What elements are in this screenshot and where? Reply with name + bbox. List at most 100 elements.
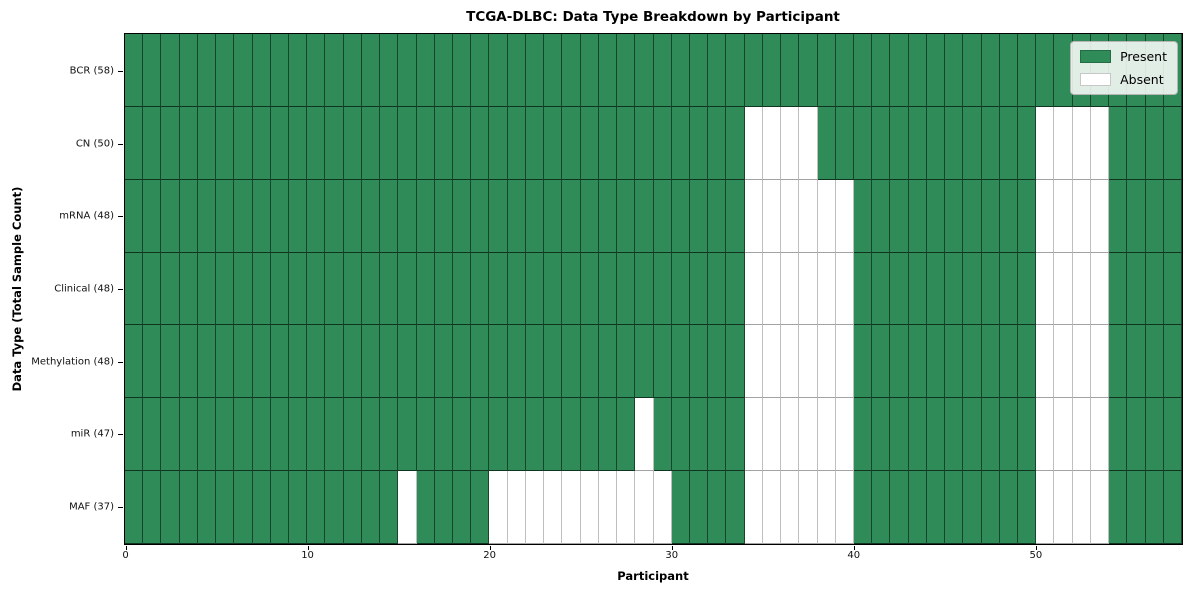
- heatmap-cell: [781, 471, 800, 544]
- heatmap-cell: [325, 325, 344, 399]
- heatmap-cell: [580, 252, 599, 326]
- heatmap-cell: [434, 325, 454, 399]
- heatmap-cell: [598, 398, 618, 472]
- heatmap-cell: [762, 325, 782, 399]
- heatmap-cell: [525, 325, 545, 399]
- heatmap-cell: [617, 179, 636, 253]
- heatmap-cell: [234, 34, 253, 107]
- heatmap-cell: [926, 325, 946, 399]
- heatmap-cell: [926, 252, 946, 326]
- heatmap-cell: [981, 398, 1000, 472]
- heatmap-cell: [143, 179, 162, 253]
- heatmap-cell: [580, 106, 599, 180]
- heatmap-cell: [853, 179, 873, 253]
- heatmap-cell: [143, 34, 162, 107]
- heatmap-cell: [161, 471, 180, 544]
- heatmap-cell: [1054, 325, 1073, 399]
- heatmap-cell: [307, 106, 326, 180]
- heatmap-cell: [507, 179, 526, 253]
- heatmap-cell: [708, 252, 727, 326]
- heatmap-cell: [489, 471, 508, 544]
- heatmap-cell: [562, 106, 581, 180]
- heatmap-cell: [945, 325, 964, 399]
- heatmap-cell: [781, 179, 800, 253]
- heatmap-cell: [1036, 471, 1055, 544]
- heatmap-cell: [416, 325, 435, 399]
- heatmap-grid: [125, 34, 1182, 544]
- heatmap-cell: [689, 325, 709, 399]
- heatmap-cell: [671, 398, 690, 472]
- heatmap-cell: [125, 179, 144, 253]
- heatmap-cell: [270, 398, 290, 472]
- heatmap-cell: [671, 179, 690, 253]
- y-tick-label: Clinical (48): [54, 283, 114, 295]
- heatmap-cell: [289, 252, 308, 326]
- heatmap-cell: [617, 252, 636, 326]
- heatmap-cell: [744, 398, 763, 472]
- heatmap-cell: [252, 471, 271, 544]
- heatmap-cell: [434, 179, 454, 253]
- heatmap-cell: [744, 34, 763, 107]
- heatmap-cell: [617, 471, 636, 544]
- heatmap-cell: [708, 398, 727, 472]
- x-tick-label: 10: [301, 550, 314, 561]
- heatmap-cell: [471, 398, 490, 472]
- heatmap-cell: [1054, 398, 1073, 472]
- heatmap-cell: [653, 34, 672, 107]
- heatmap-cell: [853, 325, 873, 399]
- heatmap-cell: [1017, 325, 1037, 399]
- heatmap-cell: [635, 252, 654, 326]
- heatmap-cell: [289, 106, 308, 180]
- heatmap-cell: [853, 106, 873, 180]
- x-tick-label: 50: [1029, 550, 1043, 561]
- heatmap-cell: [781, 325, 800, 399]
- heatmap-cell: [252, 106, 271, 180]
- heatmap-cell: [525, 106, 545, 180]
- heatmap-cell: [635, 106, 654, 180]
- heatmap-cell: [380, 106, 399, 180]
- heatmap-cell: [507, 471, 526, 544]
- heatmap-cell: [361, 325, 381, 399]
- y-tick-label: MAF (37): [69, 501, 114, 513]
- heatmap-cell: [890, 179, 909, 253]
- heatmap-cell: [635, 398, 654, 472]
- heatmap-cell: [1072, 325, 1091, 399]
- heatmap-cell: [361, 34, 381, 107]
- heatmap-cell: [161, 106, 180, 180]
- heatmap-cell: [872, 179, 891, 253]
- heatmap-cell: [270, 325, 290, 399]
- heatmap-cell: [143, 252, 162, 326]
- heatmap-cell: [252, 252, 271, 326]
- heatmap-cell: [762, 471, 782, 544]
- heatmap-cell: [1127, 252, 1146, 326]
- heatmap-cell: [963, 398, 982, 472]
- heatmap-cell: [1109, 471, 1128, 544]
- heatmap-cell: [471, 34, 490, 107]
- heatmap-cell: [234, 179, 253, 253]
- heatmap-cell: [398, 106, 417, 180]
- heatmap-cell: [1036, 179, 1055, 253]
- heatmap-cell: [999, 34, 1018, 107]
- heatmap-cell: [1054, 179, 1073, 253]
- heatmap-cell: [161, 34, 180, 107]
- heatmap-cell: [781, 106, 800, 180]
- legend-label: Absent: [1120, 72, 1164, 87]
- heatmap-cell: [307, 34, 326, 107]
- heatmap-cell: [216, 325, 235, 399]
- heatmap-cell: [307, 179, 326, 253]
- heatmap-cell: [525, 252, 545, 326]
- heatmap-cell: [981, 252, 1000, 326]
- heatmap-cell: [416, 106, 435, 180]
- heatmap-cell: [963, 34, 982, 107]
- heatmap-cell: [817, 179, 836, 253]
- heatmap-cell: [908, 34, 927, 107]
- heatmap-cell: [125, 471, 144, 544]
- heatmap-cell: [963, 179, 982, 253]
- heatmap-cell: [689, 471, 709, 544]
- heatmap-cell: [325, 34, 344, 107]
- heatmap-cell: [1145, 471, 1164, 544]
- heatmap-cell: [744, 252, 763, 326]
- y-tick-mark: [118, 216, 123, 218]
- heatmap-cell: [744, 179, 763, 253]
- heatmap-cell: [872, 34, 891, 107]
